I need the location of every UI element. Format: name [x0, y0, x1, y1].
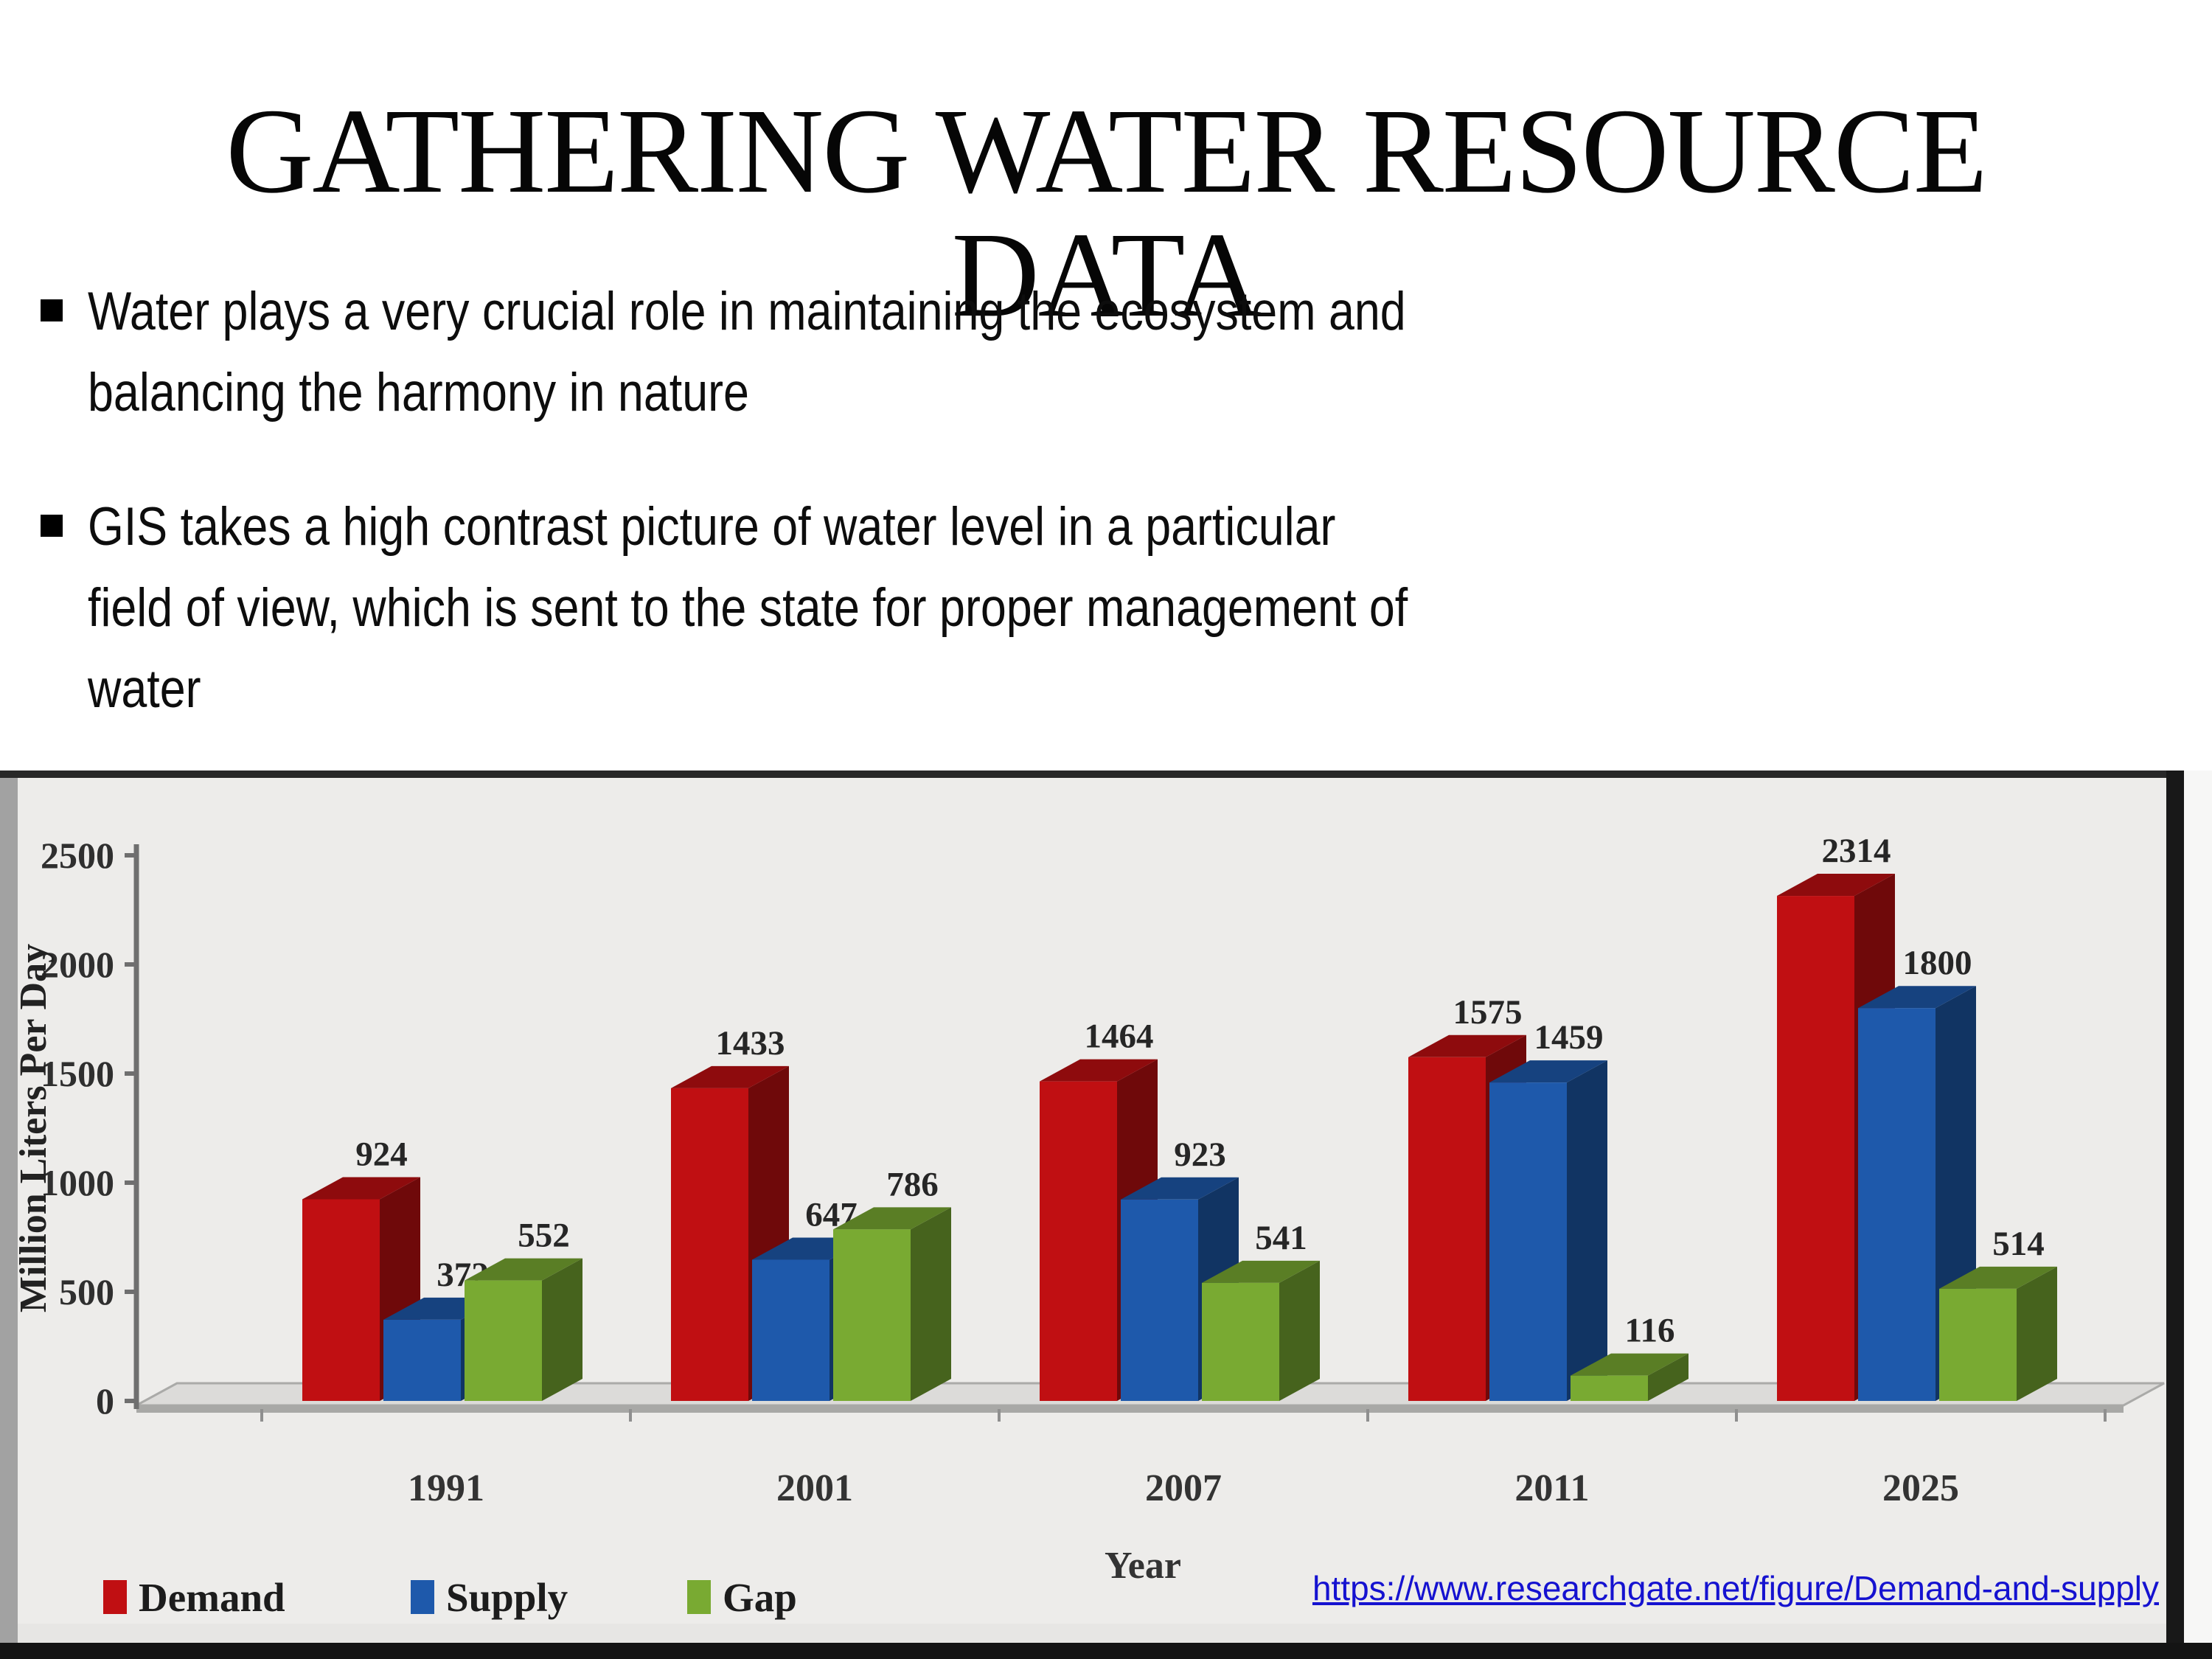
x-axis: 1991 2001 2007 2011 2025 Year [260, 1409, 2107, 1587]
bar-gap-2025: 514 [1939, 1225, 2057, 1401]
bullet-item-1: Water plays a very crucial role in maint… [41, 271, 2164, 434]
bar-gap-2007: 541 [1202, 1219, 1320, 1401]
legend-swatch-demand [103, 1580, 127, 1614]
chart-bottom-strip [18, 1624, 2166, 1643]
legend-swatch-supply [411, 1580, 434, 1614]
legend-label: Supply [446, 1575, 568, 1620]
data-label: 786 [886, 1165, 939, 1203]
demand-supply-chart-frame: 0 500 1000 1500 2000 2500 Million Liters Per D… [0, 771, 2212, 1643]
x-tick-label: 1991 [408, 1467, 484, 1509]
y-tick-label: 1500 [41, 1053, 114, 1094]
chart-svg: 0 500 1000 1500 2000 2500 Million Liters Per D… [13, 832, 2165, 1620]
chart-left-edge [0, 778, 18, 1643]
y-tick-label: 2000 [41, 944, 114, 985]
data-label: 1575 [1453, 993, 1523, 1032]
data-label: 116 [1625, 1312, 1675, 1350]
y-tick-label: 2500 [41, 835, 114, 876]
demand-supply-chart: 0 500 1000 1500 2000 2500 Million Liters Per D… [0, 771, 2212, 1643]
data-label: 924 [355, 1135, 408, 1173]
legend-item-demand: Demand [103, 1575, 285, 1620]
bar-supply-2011: 1459 [1489, 1018, 1607, 1401]
data-label: 514 [1992, 1225, 2045, 1263]
y-axis-title: Million Liters Per Day [13, 944, 55, 1312]
bullet-text-1: Water plays a very crucial role in maint… [88, 282, 1406, 422]
chart-right-margin [2184, 771, 2212, 1643]
bars: 9243725521433647786146492354115751459116… [302, 832, 2057, 1401]
bullet-list: Water plays a very crucial role in maint… [41, 271, 2164, 783]
bullet-item-2: GIS takes a high contrast picture of wat… [41, 487, 2164, 730]
legend-item-gap: Gap [687, 1575, 797, 1620]
bullet-text-2: GIS takes a high contrast picture of wat… [88, 497, 1408, 719]
bar-gap-2011: 116 [1571, 1312, 1688, 1401]
y-tick-label: 500 [59, 1271, 114, 1312]
bullet-square-icon [41, 515, 63, 537]
x-tick-label: 2001 [776, 1467, 853, 1509]
y-axis: 0 500 1000 1500 2000 2500 [41, 835, 139, 1422]
x-tick-label: 2025 [1882, 1467, 1959, 1509]
y-tick-label: 0 [96, 1380, 114, 1422]
title-line-1: GATHERING WATER RESOURCE [226, 83, 1987, 218]
legend-label: Gap [723, 1575, 797, 1620]
source-link[interactable]: https://www.researchgate.net/figure/Dema… [1312, 1569, 2159, 1607]
legend-label: Demand [139, 1575, 285, 1620]
data-label: 1459 [1534, 1018, 1604, 1057]
x-tick-label: 2007 [1145, 1467, 1222, 1509]
data-label: 1464 [1085, 1018, 1154, 1056]
chart-top-border [0, 771, 2184, 778]
data-label: 923 [1174, 1135, 1226, 1174]
data-label: 1433 [716, 1024, 785, 1062]
page-title: GATHERING WATER RESOURCE DATA [0, 88, 2212, 337]
x-axis-title: Year [1105, 1545, 1181, 1587]
chart-legend: Demand Supply Gap [103, 1575, 797, 1620]
bar-gap-2001: 786 [833, 1165, 951, 1401]
y-tick-label: 1000 [41, 1162, 114, 1203]
legend-swatch-gap [687, 1580, 711, 1614]
data-label: 2314 [1822, 832, 1891, 870]
data-label: 1800 [1903, 944, 1972, 982]
bullet-square-icon [41, 299, 63, 321]
data-label: 541 [1255, 1219, 1307, 1257]
bar-gap-1991: 552 [465, 1217, 582, 1401]
data-label: 552 [518, 1217, 570, 1255]
chart-right-edge [2166, 771, 2184, 1643]
bottom-bar [0, 1643, 2212, 1659]
title-line-2: DATA [951, 206, 1262, 342]
legend-item-supply: Supply [411, 1575, 568, 1620]
x-tick-label: 2011 [1514, 1467, 1589, 1509]
